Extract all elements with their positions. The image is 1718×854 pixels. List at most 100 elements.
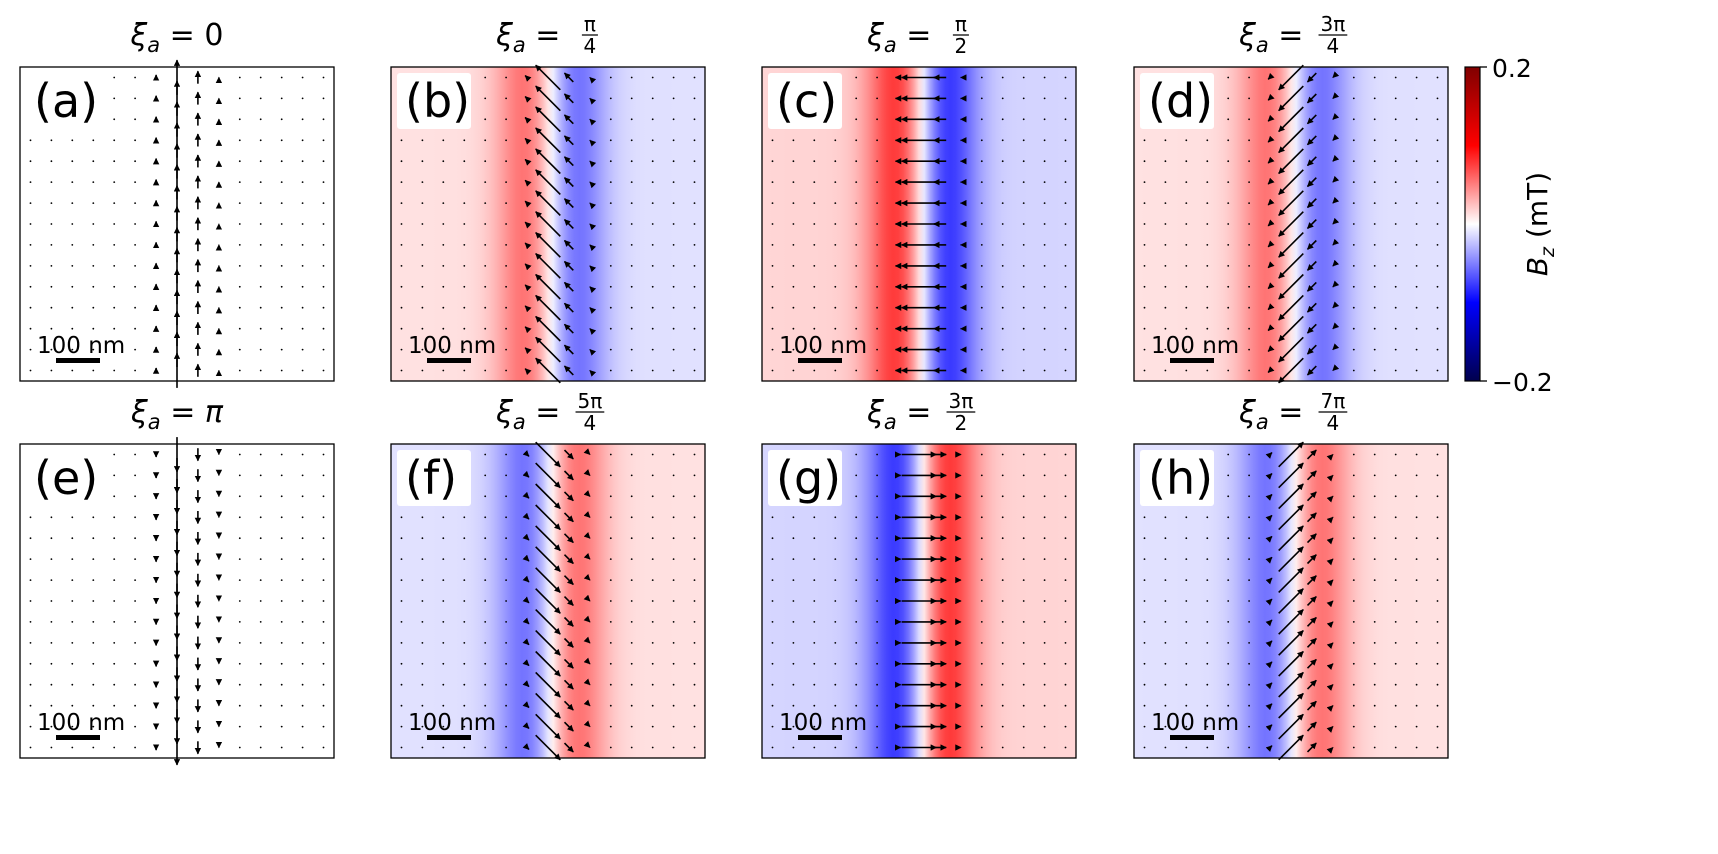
field-dot	[301, 306, 304, 309]
scale-bar-label: 100 nm	[1151, 333, 1239, 359]
field-dot	[259, 118, 262, 121]
field-dot	[980, 746, 983, 749]
field-dot	[1352, 348, 1355, 351]
field-arrow	[1278, 211, 1304, 237]
field-dot	[29, 579, 32, 581]
field-dot	[792, 160, 795, 163]
field-dot	[280, 118, 283, 121]
field-dot	[1143, 285, 1146, 288]
field-dot	[259, 244, 262, 246]
field-arrow	[563, 156, 574, 167]
field-dot	[1394, 579, 1397, 581]
field-dot	[463, 181, 466, 184]
field-dot	[50, 621, 53, 623]
field-dot	[771, 348, 774, 351]
field-dot	[1043, 181, 1046, 184]
field-dot	[1227, 306, 1230, 309]
field-dot	[301, 139, 304, 142]
field-dot	[421, 202, 424, 205]
field-dot	[50, 306, 53, 309]
field-dot	[1043, 453, 1046, 456]
field-dot	[484, 662, 487, 665]
field-arrow	[1306, 679, 1317, 690]
field-dot	[1248, 683, 1250, 686]
field-dot	[1022, 746, 1025, 749]
field-arrow	[1267, 114, 1275, 122]
field-dot	[505, 746, 507, 749]
field-dot	[1185, 558, 1188, 560]
field-dot	[834, 369, 837, 372]
field-arrow	[563, 554, 574, 565]
field-dot	[1206, 558, 1209, 560]
field-dot	[855, 223, 858, 225]
field-dot	[29, 265, 32, 267]
field-dot	[322, 474, 325, 477]
field-dot	[1064, 683, 1067, 686]
field-dot	[834, 139, 837, 142]
field-dot	[259, 474, 262, 477]
field-dot	[693, 683, 696, 686]
field-dot	[1185, 244, 1188, 246]
panel-frame	[19, 66, 335, 382]
field-dot	[301, 181, 304, 184]
field-arrow	[535, 294, 561, 321]
field-dot	[113, 683, 116, 686]
field-dot	[113, 160, 116, 163]
field-dot	[442, 516, 445, 519]
field-dot	[1001, 244, 1004, 246]
field-arrow	[1306, 596, 1317, 606]
field-dot	[1164, 600, 1167, 602]
field-arrow	[1306, 260, 1317, 271]
field-dot	[855, 746, 858, 749]
field-arrow	[524, 200, 532, 208]
field-arrow	[524, 242, 532, 250]
field-dot	[813, 725, 816, 728]
field-dot	[1043, 118, 1046, 121]
field-arrow	[563, 93, 574, 104]
field-dot	[259, 453, 262, 456]
panel-title: ξa = π2	[866, 12, 969, 58]
field-dot	[1394, 537, 1397, 540]
field-dot	[1143, 348, 1146, 351]
field-dot	[238, 369, 241, 372]
field-dot	[442, 579, 445, 581]
field-dot	[322, 285, 325, 288]
field-dot	[1227, 202, 1230, 205]
field-dot	[693, 285, 696, 288]
field-dot	[322, 348, 325, 351]
field-dot	[1022, 244, 1025, 246]
field-arrow	[563, 470, 574, 481]
field-dot	[463, 725, 466, 728]
field-dot	[980, 474, 983, 477]
field-dot	[813, 327, 816, 330]
field-dot	[1022, 725, 1025, 728]
field-dot	[1248, 306, 1250, 309]
field-dot	[813, 181, 816, 184]
field-dot	[1415, 642, 1418, 644]
field-dot	[876, 327, 878, 330]
field-dot	[29, 704, 32, 707]
panel-d: (d) 100 nm ξa = 3π4	[1133, 12, 1449, 384]
field-dot	[1352, 181, 1355, 184]
field-dot	[855, 118, 858, 121]
field-dot	[442, 600, 445, 602]
field-arrow	[1265, 493, 1273, 501]
field-dot	[322, 244, 325, 246]
field-dot	[301, 97, 304, 100]
field-dot	[1394, 265, 1397, 267]
field-arrow	[1306, 198, 1317, 209]
field-dot	[29, 327, 32, 330]
field-dot	[1227, 642, 1230, 644]
field-dot	[609, 265, 612, 267]
field-dot	[505, 139, 507, 142]
field-dot	[1064, 181, 1067, 184]
field-dot	[505, 202, 507, 205]
field-arrow	[535, 650, 561, 677]
field-dot	[238, 725, 241, 728]
field-dot	[280, 139, 283, 142]
field-dot	[322, 369, 325, 372]
field-dot	[1352, 76, 1355, 79]
field-dot	[672, 181, 675, 184]
field-dot	[29, 223, 32, 225]
